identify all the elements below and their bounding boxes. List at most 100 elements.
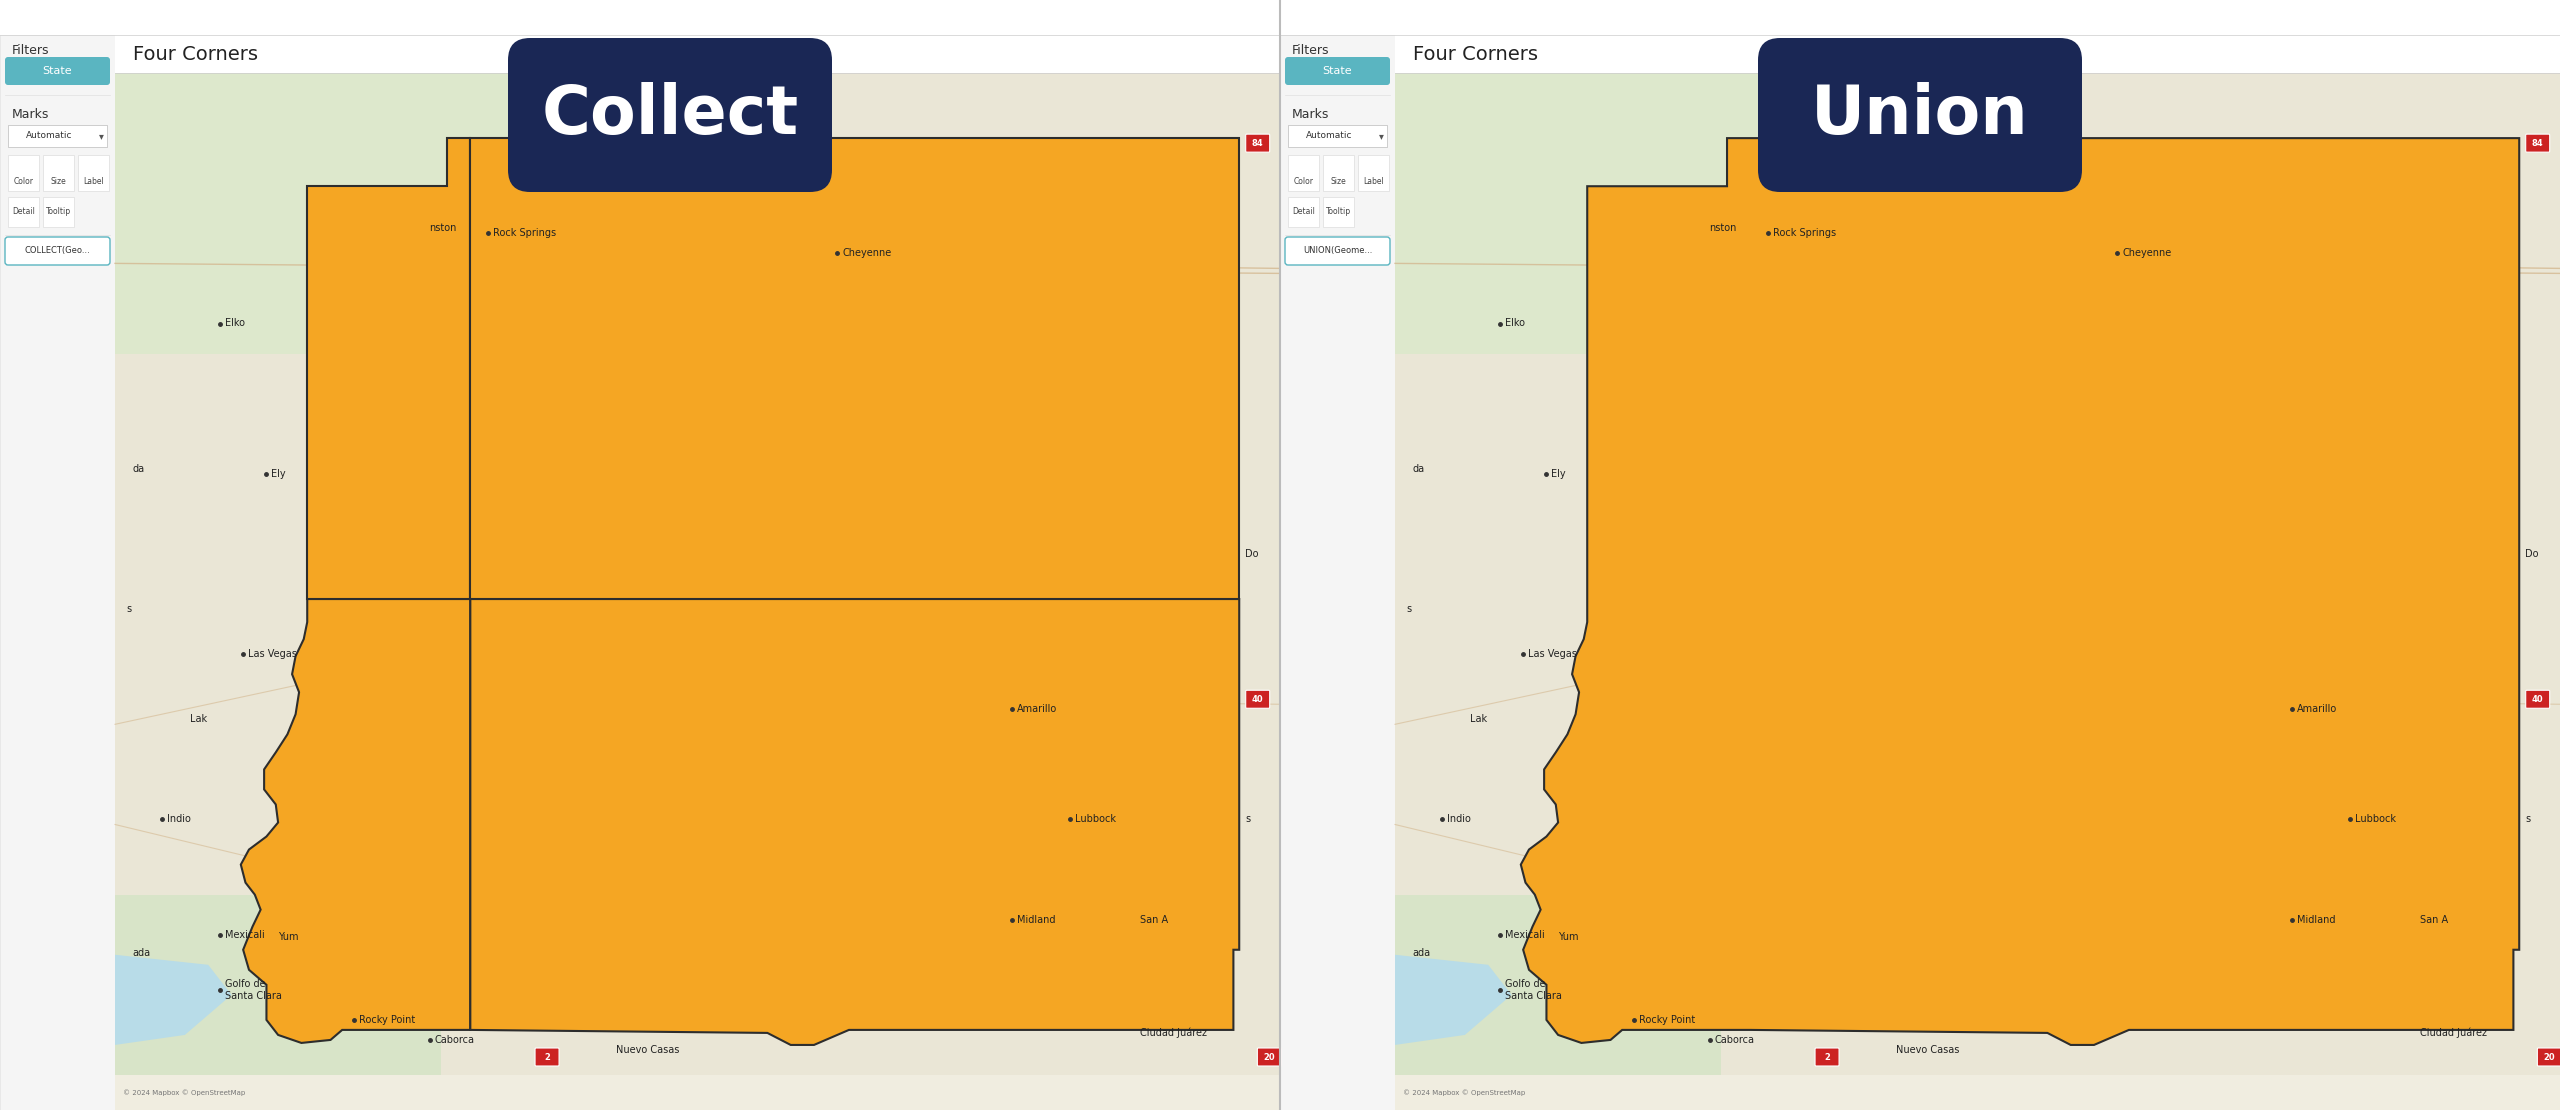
Text: San A: San A xyxy=(2419,915,2447,925)
Bar xyxy=(1280,0,2560,36)
FancyBboxPatch shape xyxy=(1815,1048,1838,1066)
Text: © 2024 Mapbox © OpenStreetMap: © 2024 Mapbox © OpenStreetMap xyxy=(123,1089,246,1096)
Bar xyxy=(0,0,115,1110)
Text: Lubbock: Lubbock xyxy=(2355,815,2396,825)
Bar xyxy=(1324,155,1354,191)
Bar xyxy=(115,73,558,354)
Text: Yum: Yum xyxy=(1559,931,1580,941)
Text: Las Vegas: Las Vegas xyxy=(1528,649,1577,659)
Text: Midland: Midland xyxy=(2296,915,2335,925)
Text: 20: 20 xyxy=(1265,1052,1275,1061)
Text: ada: ada xyxy=(133,948,151,958)
Bar xyxy=(1324,196,1354,228)
Text: Caborca: Caborca xyxy=(435,1035,474,1045)
Text: da: da xyxy=(133,464,143,474)
Text: Mexicali: Mexicali xyxy=(225,930,264,940)
Text: Detail: Detail xyxy=(1293,208,1316,216)
Text: Automatic: Automatic xyxy=(26,131,72,141)
Text: Amarillo: Amarillo xyxy=(1016,704,1057,714)
Text: da: da xyxy=(1413,464,1423,474)
Text: Golfo de
Santa Clara: Golfo de Santa Clara xyxy=(225,979,282,1000)
Text: Indio: Indio xyxy=(166,815,189,825)
FancyBboxPatch shape xyxy=(1257,1048,1283,1066)
Bar xyxy=(1280,0,2560,1110)
Polygon shape xyxy=(1521,138,2519,1045)
Bar xyxy=(1280,0,1395,1110)
Text: Tooltip: Tooltip xyxy=(1326,208,1352,216)
Bar xyxy=(1288,196,1318,228)
Text: s: s xyxy=(125,604,131,614)
Bar xyxy=(8,196,38,228)
FancyBboxPatch shape xyxy=(507,38,832,192)
Text: Tooltip: Tooltip xyxy=(46,208,72,216)
FancyBboxPatch shape xyxy=(1759,38,2081,192)
Text: Detail: Detail xyxy=(13,208,36,216)
Polygon shape xyxy=(115,955,230,1045)
Text: Automatic: Automatic xyxy=(1306,131,1352,141)
Text: ▾: ▾ xyxy=(1380,131,1382,141)
Text: 2: 2 xyxy=(545,1052,550,1061)
Text: COLLECT(Geo...: COLLECT(Geo... xyxy=(26,246,90,255)
Bar xyxy=(1395,1074,2560,1110)
Text: Las Vegas: Las Vegas xyxy=(248,649,297,659)
FancyBboxPatch shape xyxy=(5,238,110,265)
Text: Rocky Point: Rocky Point xyxy=(1638,1015,1695,1025)
Text: Golfo de
Santa Clara: Golfo de Santa Clara xyxy=(1505,979,1562,1000)
Text: nston: nston xyxy=(1710,223,1736,233)
Bar xyxy=(1288,125,1388,147)
Polygon shape xyxy=(1395,955,1510,1045)
Text: s: s xyxy=(1405,604,1411,614)
Text: Size: Size xyxy=(51,176,67,185)
Text: Ciudad Juárez: Ciudad Juárez xyxy=(1139,1028,1208,1038)
Text: Filters: Filters xyxy=(13,43,49,57)
Polygon shape xyxy=(307,138,471,599)
Bar xyxy=(1395,73,2560,1074)
FancyBboxPatch shape xyxy=(1247,134,1270,152)
Text: Caborca: Caborca xyxy=(1715,1035,1754,1045)
Text: Ciudad Juárez: Ciudad Juárez xyxy=(2419,1028,2488,1038)
Bar xyxy=(44,155,74,191)
Bar xyxy=(1288,155,1318,191)
Text: 84: 84 xyxy=(1252,139,1265,148)
Text: Do: Do xyxy=(1244,549,1260,559)
Bar xyxy=(8,125,108,147)
Bar xyxy=(8,155,38,191)
FancyBboxPatch shape xyxy=(1285,238,1390,265)
Bar xyxy=(1395,73,1838,354)
Text: Amarillo: Amarillo xyxy=(2296,704,2337,714)
FancyBboxPatch shape xyxy=(535,1048,558,1066)
Text: Do: Do xyxy=(2524,549,2540,559)
Text: Elko: Elko xyxy=(1505,319,1526,329)
Text: s: s xyxy=(1244,815,1249,825)
Text: Label: Label xyxy=(82,176,105,185)
Text: Union: Union xyxy=(1810,82,2030,148)
Bar xyxy=(115,895,440,1074)
Text: Elko: Elko xyxy=(225,319,246,329)
Text: Lubbock: Lubbock xyxy=(1075,815,1116,825)
Text: 84: 84 xyxy=(2532,139,2545,148)
Text: Cheyenne: Cheyenne xyxy=(2122,249,2171,259)
Polygon shape xyxy=(241,599,471,1043)
Text: UNION(Geome...: UNION(Geome... xyxy=(1303,246,1372,255)
FancyBboxPatch shape xyxy=(1247,690,1270,708)
FancyBboxPatch shape xyxy=(5,57,110,85)
Bar xyxy=(0,0,1280,36)
Text: San A: San A xyxy=(1139,915,1167,925)
Bar xyxy=(115,36,1280,73)
Bar xyxy=(1357,155,1390,191)
Text: 40: 40 xyxy=(2532,695,2545,704)
Text: Nuevo Casas: Nuevo Casas xyxy=(617,1045,678,1054)
Text: Ely: Ely xyxy=(1551,468,1567,478)
Text: Four Corners: Four Corners xyxy=(133,44,259,63)
Text: 20: 20 xyxy=(2545,1052,2555,1061)
Text: State: State xyxy=(44,65,72,75)
FancyBboxPatch shape xyxy=(2527,690,2550,708)
Text: Marks: Marks xyxy=(1293,109,1329,121)
Text: Rock Springs: Rock Springs xyxy=(1772,229,1836,239)
Bar xyxy=(115,73,1280,1074)
Text: ada: ada xyxy=(1413,948,1431,958)
Text: Cheyenne: Cheyenne xyxy=(842,249,891,259)
Text: Filters: Filters xyxy=(1293,43,1329,57)
Text: Midland: Midland xyxy=(1016,915,1055,925)
Bar xyxy=(1395,36,2560,73)
